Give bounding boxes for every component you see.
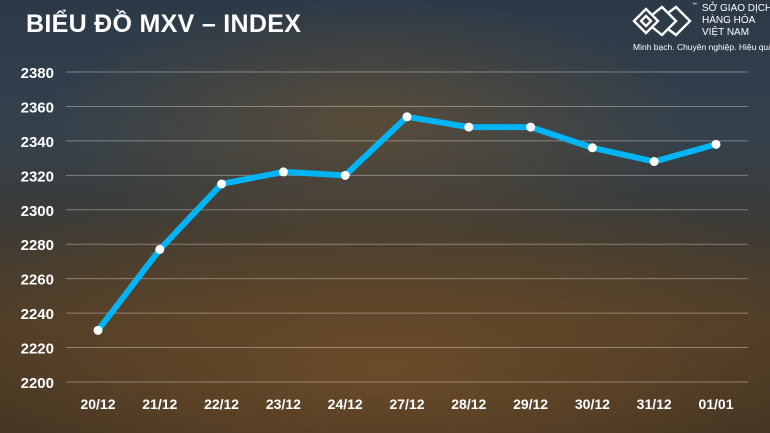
- data-point: [217, 179, 227, 189]
- x-tick-label: 28/12: [451, 396, 486, 412]
- data-point: [526, 122, 536, 132]
- x-tick-label: 31/12: [637, 396, 672, 412]
- logo-line2: HÀNG HÓA: [702, 15, 756, 26]
- x-tick-label: 24/12: [328, 396, 363, 412]
- data-point: [155, 244, 165, 254]
- series-line: [95, 113, 719, 334]
- data-point: [93, 325, 103, 335]
- y-tick-label: 2340: [21, 134, 54, 151]
- data-point: [402, 112, 412, 122]
- data-point: [464, 122, 474, 132]
- x-tick-label: 21/12: [142, 396, 177, 412]
- y-tick-label: 2280: [21, 237, 54, 254]
- trademark: ™: [692, 2, 697, 8]
- data-point: [711, 139, 721, 149]
- logo-line3: VIỆT NAM: [702, 27, 750, 38]
- y-tick-label: 2200: [21, 375, 54, 392]
- data-point: [649, 157, 659, 167]
- y-tick-label: 2360: [21, 99, 54, 116]
- x-tick-label: 29/12: [513, 396, 548, 412]
- y-tick-label: 2240: [21, 306, 54, 323]
- y-tick-label: 2260: [21, 272, 54, 289]
- y-tick-label: 2380: [21, 65, 54, 82]
- slogan: Minh bạch. Chuyên nghiệp. Hiệu quả: [633, 42, 770, 52]
- x-tick-label: 22/12: [204, 396, 239, 412]
- x-tick-label: 23/12: [266, 396, 301, 412]
- x-tick-label: 30/12: [575, 396, 610, 412]
- mxv-logo-icon: [632, 5, 692, 37]
- x-tick-label: 01/01: [698, 396, 733, 412]
- logo-line1: SỞ GIAO DỊCH: [702, 3, 770, 14]
- logo: ™ SỞ GIAO DỊCH HÀNG HÓA VIỆT NAM Minh bạ…: [630, 2, 770, 58]
- y-tick-label: 2220: [21, 341, 54, 358]
- x-tick-label: 27/12: [389, 396, 424, 412]
- chart-title: BIỂU ĐỒ MXV – INDEX: [26, 10, 302, 38]
- data-point: [340, 170, 350, 180]
- data-point: [278, 167, 288, 177]
- x-tick-label: 20/12: [80, 396, 115, 412]
- y-tick-label: 2320: [21, 168, 54, 185]
- y-tick-label: 2300: [21, 203, 54, 220]
- data-point: [587, 143, 597, 153]
